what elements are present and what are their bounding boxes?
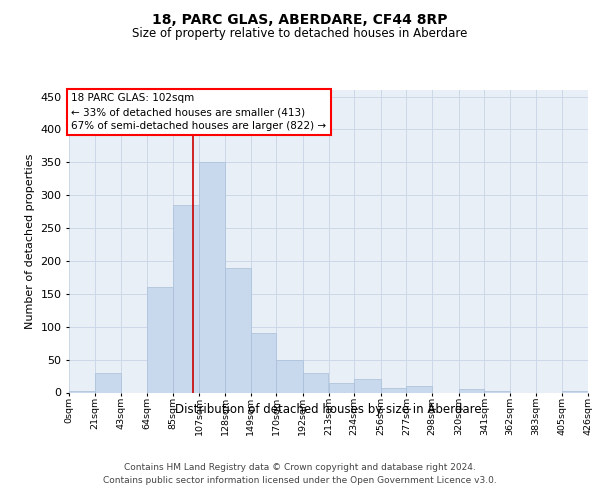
Text: 18, PARC GLAS, ABERDARE, CF44 8RP: 18, PARC GLAS, ABERDARE, CF44 8RP: [152, 12, 448, 26]
Bar: [69, 391, 95, 392]
Text: Size of property relative to detached houses in Aberdare: Size of property relative to detached ho…: [133, 28, 467, 40]
Bar: [147, 288, 173, 393]
Bar: [484, 391, 510, 392]
Bar: [95, 373, 121, 392]
Text: Contains HM Land Registry data © Crown copyright and database right 2024.: Contains HM Land Registry data © Crown c…: [124, 462, 476, 471]
Bar: [276, 360, 303, 392]
Bar: [173, 205, 199, 392]
Text: 18 PARC GLAS: 102sqm
← 33% of detached houses are smaller (413)
67% of semi-deta: 18 PARC GLAS: 102sqm ← 33% of detached h…: [71, 94, 326, 132]
Bar: [381, 388, 406, 392]
Bar: [406, 386, 432, 392]
Bar: [251, 334, 276, 392]
Bar: [459, 389, 484, 392]
Bar: [225, 268, 251, 392]
Bar: [329, 382, 354, 392]
Text: Contains public sector information licensed under the Open Government Licence v3: Contains public sector information licen…: [103, 476, 497, 485]
Bar: [562, 390, 588, 392]
Text: Distribution of detached houses by size in Aberdare: Distribution of detached houses by size …: [175, 402, 482, 415]
Y-axis label: Number of detached properties: Number of detached properties: [25, 154, 35, 329]
Bar: [199, 162, 225, 392]
Bar: [354, 380, 381, 392]
Bar: [303, 373, 329, 392]
